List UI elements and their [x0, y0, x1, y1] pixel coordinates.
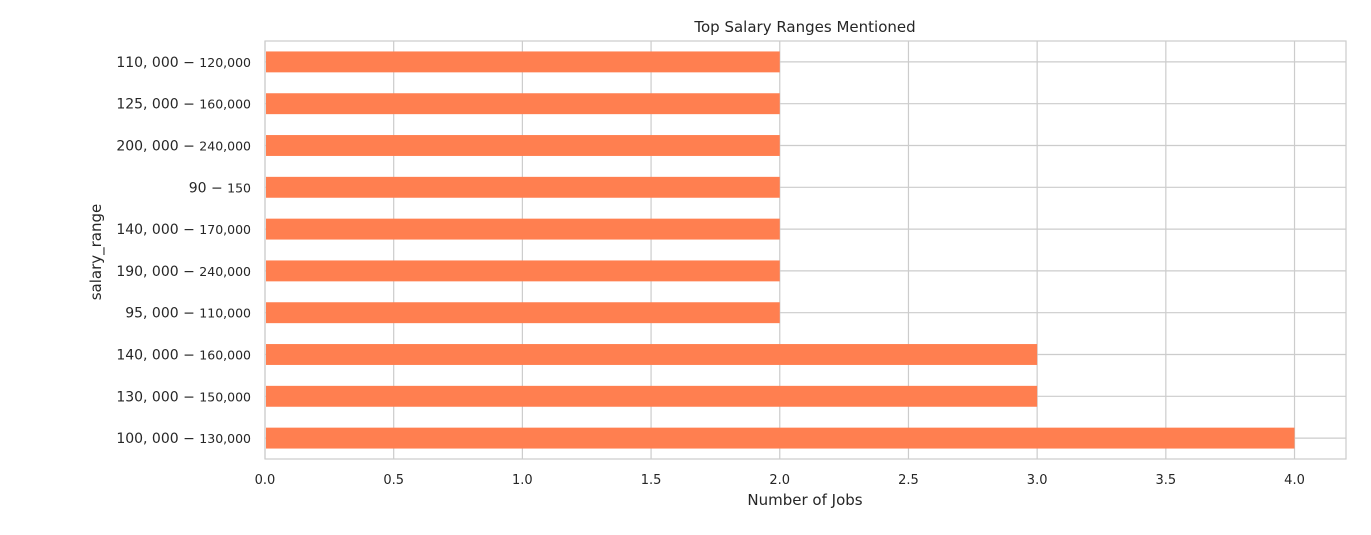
x-tick-label: 2.5: [898, 473, 919, 488]
y-tick-label: 140, 000 − 160,000: [116, 348, 251, 364]
y-tick-label: 140, 000 − 170,000: [116, 222, 251, 238]
bar: [266, 427, 1295, 449]
y-tick-label: 110, 000 − 120,000: [116, 55, 251, 71]
y-axis-title: salary_range: [87, 204, 106, 301]
bar: [266, 176, 780, 198]
bar: [266, 260, 780, 282]
x-tick-label: 0.0: [255, 473, 276, 488]
bar: [266, 93, 780, 115]
bar: [266, 218, 780, 240]
bar: [266, 135, 780, 156]
y-tick-label: 200, 000 − 240,000: [116, 139, 251, 155]
x-tick-labels: 0.0 0.5 1.0 1.5 2.0 2.5 3.0 3.5 4.0: [255, 473, 1305, 488]
plot-frame: [264, 40, 1347, 460]
x-tick-label: 3.0: [1027, 473, 1048, 488]
y-tick-label: 100, 000 − 130,000: [116, 431, 251, 447]
y-tick-label: 130, 000 − 150,000: [116, 389, 251, 405]
bar: [266, 51, 780, 73]
x-axis-title: Number of Jobs: [747, 491, 862, 509]
y-tick-label: 125, 000 − 160,000: [116, 97, 251, 113]
y-tick-labels: 110, 000 − 120,000 125, 000 − 160,000 200,…: [116, 55, 251, 447]
bar: [266, 302, 780, 324]
x-tick-label: 1.0: [512, 473, 533, 488]
y-tick-label: 190, 000 − 240,000: [116, 264, 251, 280]
x-tick-label: 0.5: [383, 473, 404, 488]
bar-layer: [266, 51, 1295, 449]
x-tick-label: 2.0: [769, 473, 790, 488]
chart-title: Top Salary Ranges Mentioned: [693, 18, 915, 36]
x-tick-label: 4.0: [1284, 473, 1305, 488]
y-tick-label: 90 − 150: [189, 180, 251, 196]
x-tick-label: 3.5: [1155, 473, 1176, 488]
y-tick-label: 95, 000 − 110,000: [125, 306, 251, 322]
x-tick-label: 1.5: [641, 473, 662, 488]
bar: [266, 344, 1038, 365]
bar: [266, 385, 1038, 407]
